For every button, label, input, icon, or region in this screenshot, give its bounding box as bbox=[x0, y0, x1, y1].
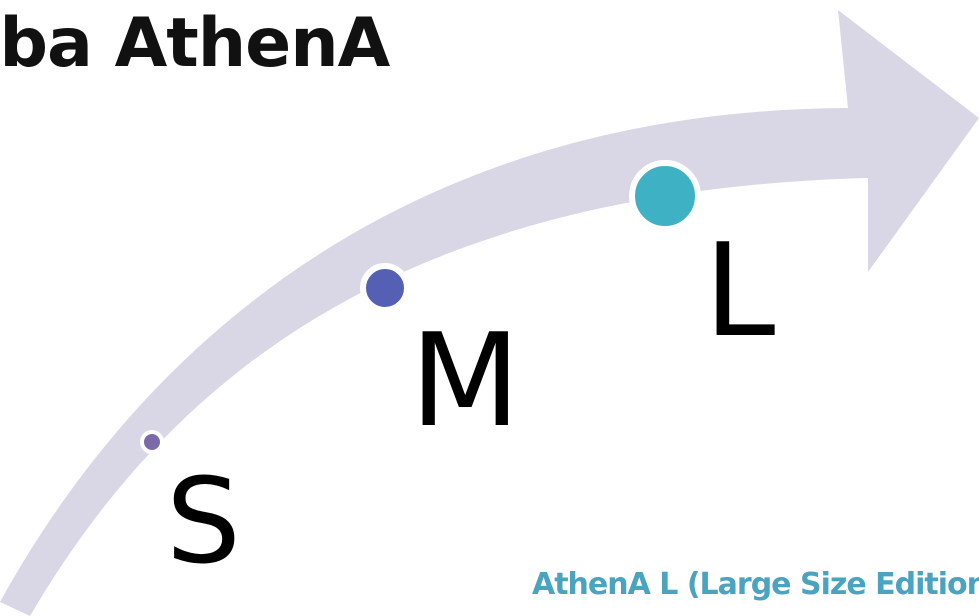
stage-dot-m bbox=[360, 263, 410, 313]
page-title: Řba AthenA bbox=[0, 4, 390, 83]
stage-label-s: S bbox=[166, 452, 241, 590]
stage-dot-s bbox=[140, 430, 164, 454]
stage-dot-l bbox=[629, 160, 701, 232]
stage-label-m: M bbox=[410, 307, 521, 456]
stage-label-l: L bbox=[704, 217, 776, 366]
curved-arrow bbox=[0, 10, 979, 616]
edition-caption: AthenA L (Large Size Edition bbox=[532, 567, 979, 602]
